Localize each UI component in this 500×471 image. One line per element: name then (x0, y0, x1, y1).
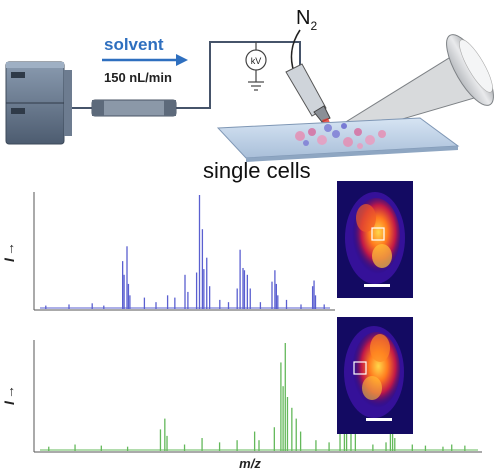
spectrum-top: I→ (1, 192, 335, 311)
spectrum-top-intensity-label: I→ (1, 242, 17, 262)
scale-bar-top (364, 284, 390, 287)
pump-instrument (5, 61, 72, 145)
voltage-label: kV (251, 56, 262, 66)
voltage-source: kV (245, 42, 267, 91)
spectrum-bottom-intensity-label: I→ (1, 385, 17, 405)
scale-bar-bottom (366, 418, 392, 421)
solvent-label: solvent (104, 35, 164, 54)
glass-slide (216, 117, 460, 162)
roi-box-bottom (353, 361, 367, 375)
heatmap-image-top (337, 181, 413, 298)
flow-arrow-head (176, 54, 188, 66)
roi-box-top (371, 227, 385, 241)
single-cells-cluster (295, 123, 386, 149)
sprayer-nozzle (285, 63, 331, 123)
separation-column (91, 99, 177, 117)
mz-axis-label: m/z (239, 456, 261, 471)
spectrum-bottom: I→ m/z (1, 340, 482, 471)
heatmap-image-bottom (337, 317, 413, 434)
flow-rate-label: 150 nL/min (104, 70, 172, 85)
spectrum-top-peaks (40, 195, 330, 309)
gas-label: N2 (296, 7, 317, 33)
sample-label: single cells (203, 158, 311, 183)
